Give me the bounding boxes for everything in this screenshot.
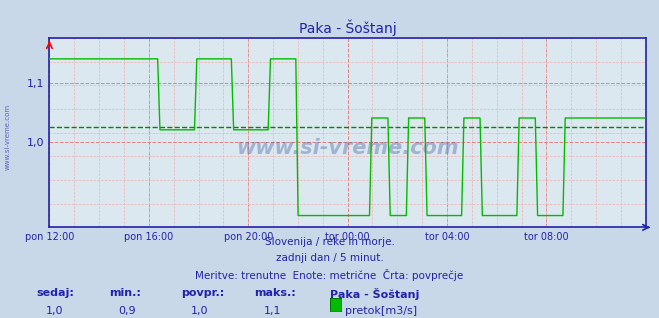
Text: sedaj:: sedaj:	[36, 288, 74, 298]
Text: zadnji dan / 5 minut.: zadnji dan / 5 minut.	[275, 253, 384, 263]
Text: maks.:: maks.:	[254, 288, 295, 298]
Text: pretok[m3/s]: pretok[m3/s]	[345, 306, 417, 316]
Text: 1,0: 1,0	[191, 306, 209, 316]
Text: Meritve: trenutne  Enote: metrične  Črta: povprečje: Meritve: trenutne Enote: metrične Črta: …	[195, 269, 464, 281]
Text: povpr.:: povpr.:	[181, 288, 225, 298]
Text: min.:: min.:	[109, 288, 140, 298]
Text: www.si-vreme.com: www.si-vreme.com	[5, 104, 11, 170]
Text: www.si-vreme.com: www.si-vreme.com	[237, 138, 459, 158]
Text: Slovenija / reke in morje.: Slovenija / reke in morje.	[264, 237, 395, 247]
Title: Paka - Šoštanj: Paka - Šoštanj	[299, 19, 397, 36]
Text: Paka - Šoštanj: Paka - Šoštanj	[330, 288, 419, 300]
Text: 0,9: 0,9	[119, 306, 136, 316]
Text: 1,1: 1,1	[264, 306, 281, 316]
Text: 1,0: 1,0	[46, 306, 64, 316]
